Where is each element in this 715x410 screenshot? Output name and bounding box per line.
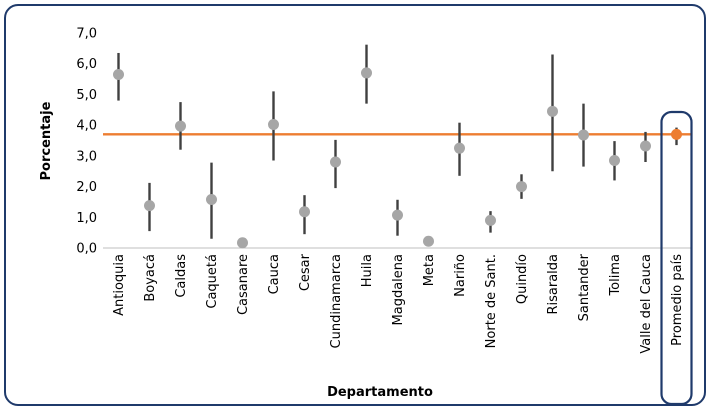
x-tick-label: Valle del Cauca [639,254,654,354]
x-tick-label: Norte de Sant. [484,254,499,348]
x-axis-ticks: Antioquia Boyacá Caldas Caquetá Casanare Cauc… [112,253,685,353]
data-point [578,129,589,141]
x-tick-label: Santander [577,253,592,321]
data-point [485,214,496,226]
x-tick-label: Boyacá [143,254,158,302]
data-point [454,142,465,154]
x-tick-label: Caldas [174,254,189,298]
data-point [547,105,558,117]
data-point [299,206,310,218]
data-point [330,156,341,168]
data-point [640,140,651,152]
x-tick-label: Antioquia [112,254,127,316]
data-point [237,237,248,249]
x-tick-label: Cauca [267,254,282,294]
x-tick-label: Nariño [453,254,468,297]
data-point [113,68,124,80]
data-point [175,120,186,132]
highlight-point [671,128,682,140]
x-tick-label: Magdalena [391,254,406,325]
x-tick-label: Promedio país [670,254,685,346]
y-axis-title: Porcentaje [39,101,54,180]
data-point [144,200,155,212]
y-tick-label: 4,0 [76,119,97,134]
y-tick-label: 0,0 [76,242,97,257]
y-tick-label: 2,0 [76,180,97,195]
data-points [113,67,682,249]
x-tick-label: Risaralda [546,254,561,315]
highlight-box [660,110,693,406]
y-axis-ticks: 0,0 1,0 2,0 3,0 4,0 5,0 6,0 7,0 [76,27,97,257]
x-tick-label: Caquetá [205,254,220,309]
x-tick-label: Meta [422,254,437,286]
y-tick-label: 6,0 [76,57,97,72]
x-tick-label: Cesar [298,253,313,291]
y-tick-label: 5,0 [76,88,97,103]
y-tick-label: 1,0 [76,211,97,226]
data-point [392,209,403,221]
data-point [361,67,372,79]
x-tick-label: Casanare [236,254,251,315]
data-point [206,193,217,205]
x-axis-title: Departamento [327,385,433,400]
data-point [268,119,279,131]
x-tick-label: Quindío [515,254,530,304]
x-tick-label: Cundinamarca [329,254,344,348]
x-tick-label: Huila [360,254,375,287]
data-point [423,235,434,247]
y-tick-label: 3,0 [76,149,97,164]
data-point [516,181,527,193]
data-point [609,154,620,166]
y-tick-label: 7,0 [76,27,97,42]
x-tick-label: Tolima [608,254,623,297]
